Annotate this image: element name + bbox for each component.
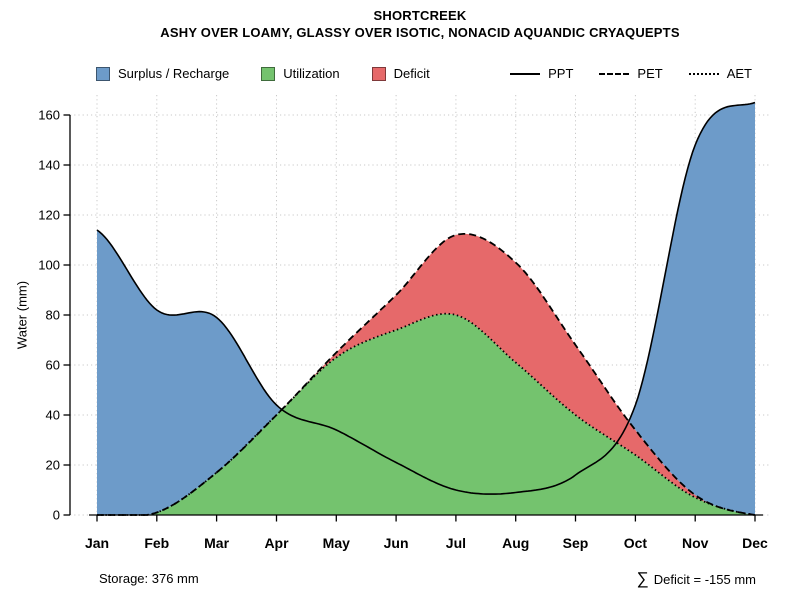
y-tick-label: 160 bbox=[38, 108, 60, 123]
legend-label-pet: PET bbox=[637, 66, 663, 81]
legend-line-group: PPT PET AET bbox=[510, 66, 752, 81]
y-tick-label: 140 bbox=[38, 158, 60, 173]
solid-line-icon bbox=[510, 72, 541, 75]
x-tick-label: Apr bbox=[264, 535, 289, 551]
legend-item-deficit: Deficit bbox=[371, 66, 430, 81]
dashed-line-icon bbox=[599, 72, 630, 75]
deficit-annotation-text: Deficit = -155 mm bbox=[653, 572, 756, 587]
x-tick-label: Mar bbox=[204, 535, 229, 551]
chart-legend: Surplus / Recharge Utilization Deficit P… bbox=[96, 66, 752, 81]
y-tick-label: 100 bbox=[38, 258, 60, 273]
legend-label-utilization: Utilization bbox=[283, 66, 340, 81]
dotted-line-icon bbox=[688, 72, 719, 75]
legend-label-surplus: Surplus / Recharge bbox=[118, 66, 230, 81]
sigma-icon: ∑ bbox=[636, 569, 649, 588]
legend-item-pet: PET bbox=[599, 66, 663, 81]
x-tick-label: May bbox=[323, 535, 350, 551]
deficit-area bbox=[97, 233, 755, 515]
x-tick-label: Jul bbox=[446, 535, 466, 551]
x-tick-label: Nov bbox=[682, 535, 709, 551]
deficit-annotation: ∑ Deficit = -155 mm bbox=[637, 569, 756, 589]
x-tick-label: Dec bbox=[742, 535, 768, 551]
legend-item-utilization: Utilization bbox=[261, 66, 340, 81]
aet-line bbox=[97, 312, 756, 516]
x-tick-label: Jan bbox=[85, 535, 109, 551]
storage-annotation: Storage: 376 mm bbox=[99, 571, 199, 586]
surplus-swatch-icon bbox=[96, 66, 110, 81]
pet-line bbox=[97, 233, 756, 516]
legend-area-group: Surplus / Recharge Utilization Deficit bbox=[96, 66, 430, 81]
y-tick-label: 80 bbox=[46, 308, 60, 323]
legend-label-deficit: Deficit bbox=[393, 66, 430, 81]
x-tick-label: Sep bbox=[563, 535, 589, 551]
ppt-line bbox=[96, 101, 756, 495]
y-axis-title: Water (mm) bbox=[14, 280, 30, 350]
x-tick-label: Aug bbox=[502, 535, 529, 551]
y-tick-label: 60 bbox=[46, 358, 60, 373]
legend-item-surplus: Surplus / Recharge bbox=[96, 66, 229, 81]
x-tick-label: Feb bbox=[144, 535, 169, 551]
y-tick-label: 40 bbox=[46, 408, 60, 423]
deficit-swatch-icon bbox=[371, 66, 386, 81]
legend-label-ppt: PPT bbox=[548, 66, 574, 81]
legend-item-ppt: PPT bbox=[510, 66, 573, 81]
chart-title: SHORTCREEK bbox=[373, 8, 467, 23]
x-tick-label: Jun bbox=[384, 535, 409, 551]
legend-label-aet: AET bbox=[726, 66, 752, 81]
chart-subtitle: ASHY OVER LOAMY, GLASSY OVER ISOTIC, NON… bbox=[160, 25, 680, 40]
legend-item-aet: AET bbox=[688, 66, 752, 81]
x-tick-label: Oct bbox=[624, 535, 648, 551]
y-tick-label: 120 bbox=[38, 208, 60, 223]
y-tick-label: 0 bbox=[53, 508, 60, 523]
y-tick-label: 20 bbox=[46, 458, 60, 473]
surplus-recharge-area bbox=[97, 102, 755, 515]
utilization-swatch-icon bbox=[261, 66, 276, 81]
